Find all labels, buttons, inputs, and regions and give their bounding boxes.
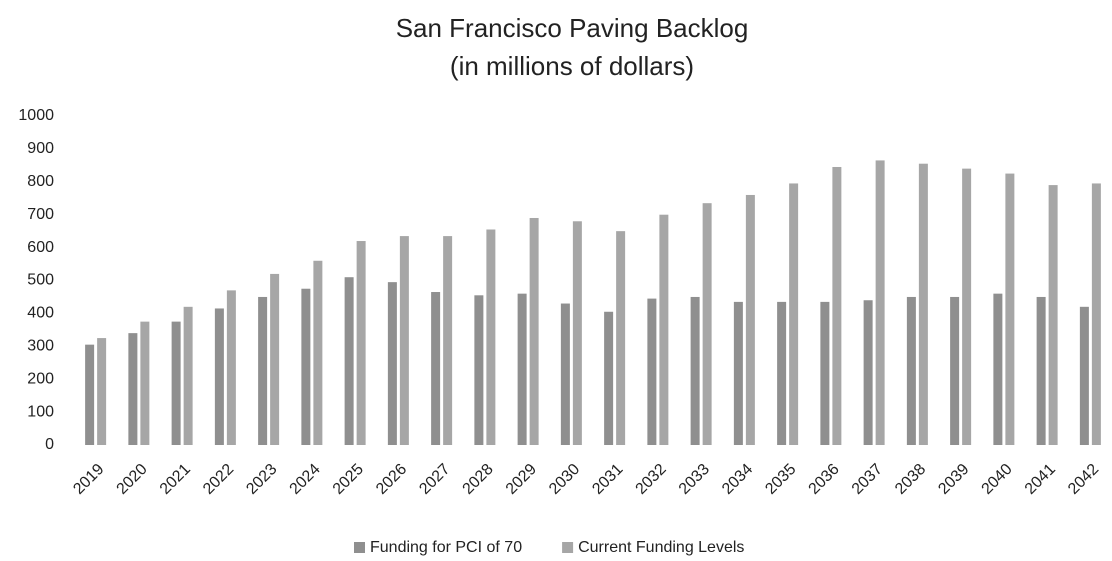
x-tick-label: 2041 xyxy=(1022,461,1059,498)
x-tick-label: 2040 xyxy=(978,461,1015,498)
bar xyxy=(529,217,539,445)
bar xyxy=(128,333,138,445)
bar xyxy=(1005,173,1015,445)
bar xyxy=(647,298,657,445)
x-tick-label: 2026 xyxy=(373,461,410,498)
x-tick-label: 2024 xyxy=(286,461,323,498)
legend-swatch xyxy=(354,542,365,553)
x-tick-label: 2021 xyxy=(157,461,194,498)
y-tick-label: 800 xyxy=(27,173,54,190)
bar xyxy=(875,160,885,446)
bar xyxy=(572,221,582,445)
x-tick-label: 2027 xyxy=(416,461,453,498)
bar xyxy=(270,273,280,445)
bar xyxy=(85,344,95,445)
bar xyxy=(702,203,712,445)
bar xyxy=(183,306,193,445)
bar xyxy=(745,194,755,445)
bar xyxy=(356,241,366,445)
bar xyxy=(733,301,743,445)
x-tick-label: 2028 xyxy=(459,461,496,498)
x-tick-label: 2038 xyxy=(892,461,929,498)
y-tick-label: 100 xyxy=(27,403,54,420)
bar xyxy=(918,163,928,445)
bar xyxy=(950,296,960,445)
bar xyxy=(517,293,527,445)
x-tick-label: 2025 xyxy=(330,461,367,498)
legend-swatch xyxy=(562,542,574,553)
y-tick-label: 400 xyxy=(27,305,54,322)
bar xyxy=(690,296,700,445)
bar xyxy=(97,338,107,445)
bar xyxy=(777,301,787,445)
bar xyxy=(863,300,873,445)
x-tick-label: 2031 xyxy=(589,461,626,498)
bar xyxy=(789,183,799,445)
x-tick-label: 2039 xyxy=(935,461,972,498)
y-tick-label: 200 xyxy=(27,370,54,387)
y-tick-label: 1000 xyxy=(18,107,54,124)
bar xyxy=(560,303,570,445)
bar xyxy=(431,292,441,445)
x-tick-label: 2035 xyxy=(762,461,799,498)
bar xyxy=(1079,306,1089,445)
y-tick-label: 600 xyxy=(27,239,54,256)
bar xyxy=(399,236,409,445)
bar xyxy=(313,260,323,445)
y-tick-label: 500 xyxy=(27,272,54,289)
bar xyxy=(1036,296,1046,445)
bar xyxy=(616,231,626,445)
x-tick-label: 2022 xyxy=(200,461,237,498)
x-tick-label: 2023 xyxy=(243,461,280,498)
bar xyxy=(962,168,972,445)
y-tick-label: 700 xyxy=(27,206,54,223)
x-tick-label: 2032 xyxy=(632,461,669,498)
bar xyxy=(226,290,236,445)
bar xyxy=(993,293,1003,445)
x-tick-label: 2037 xyxy=(849,461,886,498)
chart-subtitle: (in millions of dollars) xyxy=(450,51,694,81)
bar xyxy=(659,214,669,445)
bar xyxy=(140,321,150,445)
x-tick-label: 2019 xyxy=(70,461,107,498)
bar xyxy=(604,311,614,445)
bar xyxy=(486,229,496,445)
y-tick-label: 300 xyxy=(27,338,54,355)
x-tick-label: 2029 xyxy=(503,461,540,498)
bar xyxy=(832,166,842,445)
bar xyxy=(1048,185,1058,445)
bar xyxy=(443,236,453,445)
bar xyxy=(1091,183,1101,445)
bar xyxy=(171,321,181,445)
x-tick-label: 2020 xyxy=(113,461,150,498)
x-tick-label: 2030 xyxy=(546,461,583,498)
x-tick-label: 2033 xyxy=(676,461,713,498)
chart-title: San Francisco Paving Backlog xyxy=(396,13,749,43)
legend-label: Funding for PCI of 70 xyxy=(370,539,522,556)
bar xyxy=(474,295,484,445)
x-tick-label: 2042 xyxy=(1065,461,1102,498)
bar xyxy=(906,296,916,445)
x-tick-label: 2036 xyxy=(805,461,842,498)
bar xyxy=(301,288,311,445)
bar xyxy=(258,296,268,445)
bar xyxy=(344,277,354,445)
bar xyxy=(214,308,224,445)
bar xyxy=(387,282,397,445)
legend-label: Current Funding Levels xyxy=(578,539,744,556)
y-tick-label: 0 xyxy=(45,436,54,453)
x-tick-label: 2034 xyxy=(719,461,756,498)
y-tick-label: 900 xyxy=(27,140,54,157)
bar xyxy=(820,301,830,445)
